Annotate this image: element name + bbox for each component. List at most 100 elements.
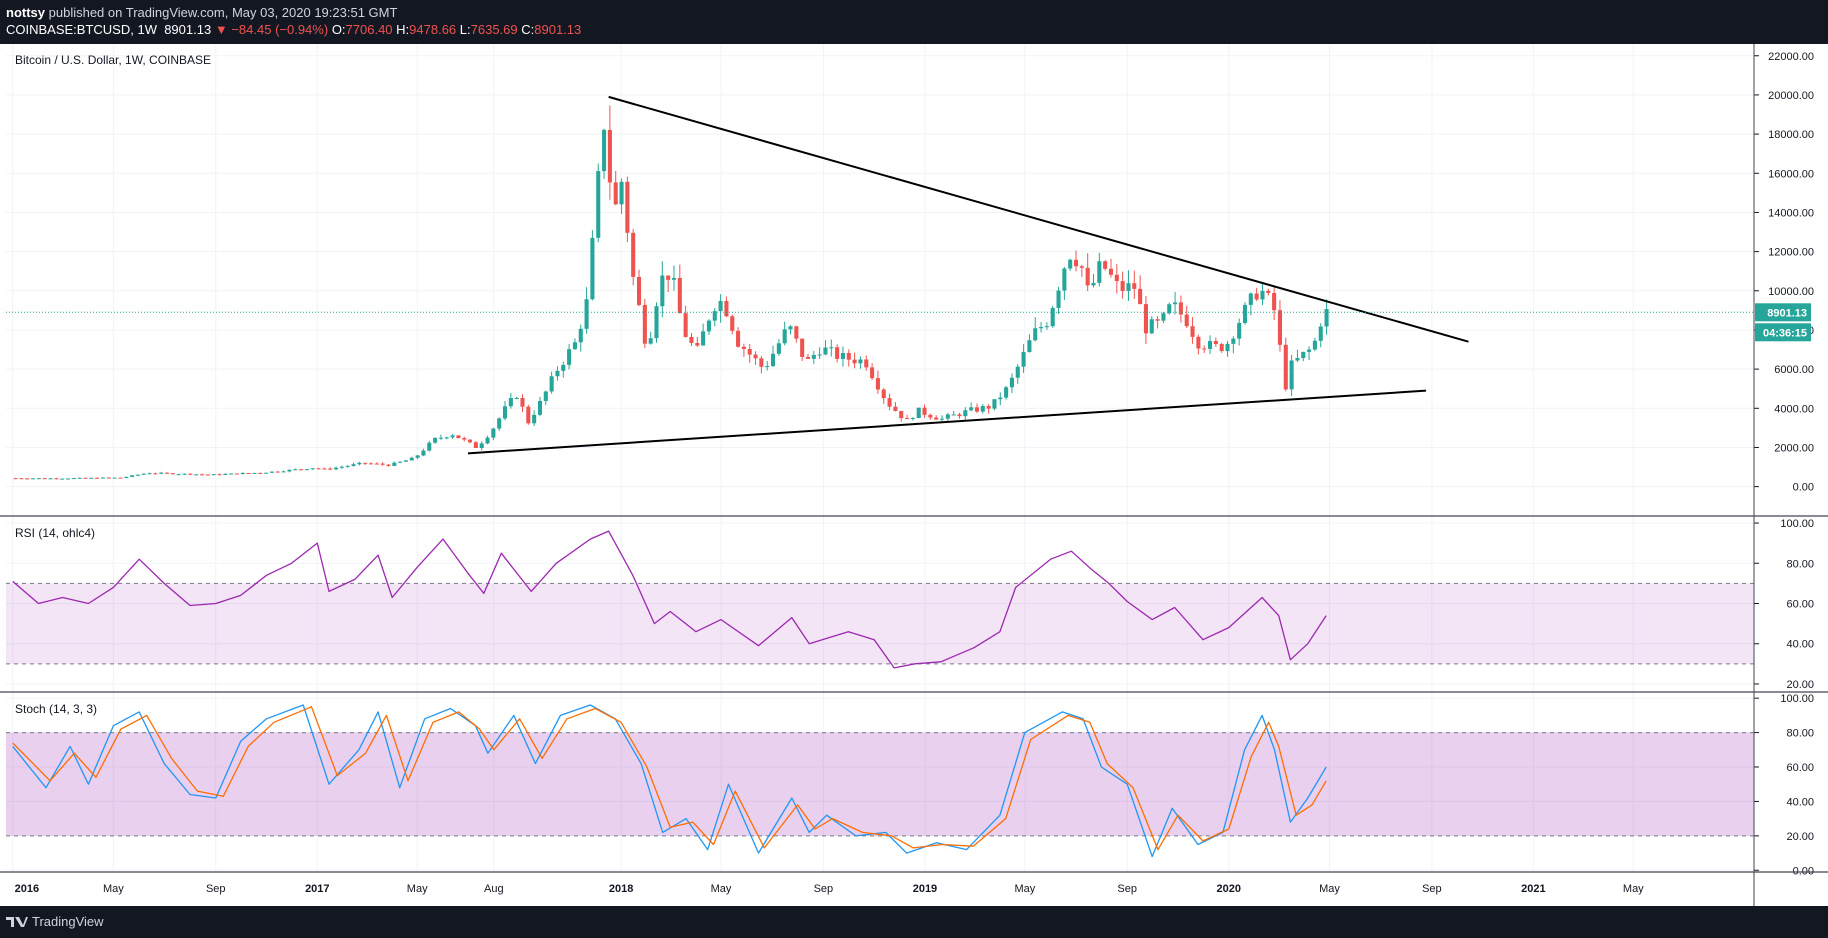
candle[interactable] xyxy=(759,358,764,367)
candle[interactable] xyxy=(543,391,548,401)
candle[interactable] xyxy=(1184,314,1189,327)
candle[interactable] xyxy=(817,354,822,356)
candle[interactable] xyxy=(1120,281,1125,291)
candle[interactable] xyxy=(712,311,717,321)
candle[interactable] xyxy=(188,473,193,475)
candle[interactable] xyxy=(421,450,426,456)
candle[interactable] xyxy=(998,397,1003,400)
candle[interactable] xyxy=(1324,309,1329,327)
candle[interactable] xyxy=(1068,259,1073,269)
candle[interactable] xyxy=(706,320,711,332)
candle[interactable] xyxy=(1015,366,1020,378)
candle[interactable] xyxy=(969,407,974,411)
candle[interactable] xyxy=(660,275,665,307)
candle[interactable] xyxy=(473,442,478,448)
candle[interactable] xyxy=(805,356,811,359)
candle[interactable] xyxy=(182,473,187,475)
candle[interactable] xyxy=(31,478,36,480)
candle[interactable] xyxy=(788,326,793,330)
candle[interactable] xyxy=(980,405,985,412)
candle[interactable] xyxy=(625,181,630,233)
candle[interactable] xyxy=(1056,290,1061,308)
candle[interactable] xyxy=(1318,326,1323,341)
candle[interactable] xyxy=(578,328,583,343)
candle[interactable] xyxy=(537,400,543,415)
candle[interactable] xyxy=(1173,302,1178,305)
candle[interactable] xyxy=(1196,336,1201,349)
candle[interactable] xyxy=(13,478,18,480)
candle[interactable] xyxy=(95,477,100,479)
stoch-series-line[interactable] xyxy=(12,706,1327,851)
candle[interactable] xyxy=(42,478,47,480)
candle[interactable] xyxy=(1033,328,1038,341)
candle[interactable] xyxy=(1254,293,1259,300)
candle[interactable] xyxy=(928,414,933,418)
tradingview-logo[interactable]: TradingView xyxy=(6,914,104,929)
candle[interactable] xyxy=(741,346,746,349)
candle[interactable] xyxy=(211,474,216,476)
candle[interactable] xyxy=(269,471,274,473)
candle[interactable] xyxy=(433,437,438,443)
candle[interactable] xyxy=(945,414,950,419)
candle[interactable] xyxy=(479,443,484,448)
candle[interactable] xyxy=(54,478,59,480)
candle[interactable] xyxy=(299,469,304,471)
candle[interactable] xyxy=(986,405,991,409)
candle[interactable] xyxy=(683,313,688,337)
candle[interactable] xyxy=(392,462,397,466)
candle[interactable] xyxy=(234,473,240,475)
candle[interactable] xyxy=(124,476,129,478)
candle[interactable] xyxy=(1097,261,1102,283)
candle[interactable] xyxy=(130,475,135,477)
candle[interactable] xyxy=(730,316,735,331)
candle[interactable] xyxy=(951,414,956,416)
candle[interactable] xyxy=(468,439,473,443)
candle[interactable] xyxy=(1132,283,1137,289)
rsi-series-line[interactable] xyxy=(12,530,1327,669)
candle[interactable] xyxy=(287,469,292,472)
candle[interactable] xyxy=(328,468,333,470)
candle[interactable] xyxy=(1248,293,1253,305)
candle[interactable] xyxy=(1312,340,1317,350)
candle[interactable] xyxy=(1114,274,1119,282)
candle[interactable] xyxy=(199,474,205,476)
trendline-upper[interactable] xyxy=(608,95,1469,343)
candle[interactable] xyxy=(1301,351,1306,359)
candle[interactable] xyxy=(264,472,269,474)
candle[interactable] xyxy=(1126,283,1131,291)
candle[interactable] xyxy=(48,478,53,480)
candle[interactable] xyxy=(631,232,636,277)
candle[interactable] xyxy=(666,275,671,280)
candle[interactable] xyxy=(1231,338,1236,344)
candle[interactable] xyxy=(829,347,834,349)
candle[interactable] xyxy=(194,474,199,476)
candle[interactable] xyxy=(258,472,263,474)
stoch-series-line[interactable] xyxy=(12,704,1327,858)
candle[interactable] xyxy=(561,364,566,371)
candle[interactable] xyxy=(1260,290,1265,300)
candle[interactable] xyxy=(1289,360,1294,390)
candle[interactable] xyxy=(345,465,350,467)
candle[interactable] xyxy=(747,348,752,355)
candle[interactable] xyxy=(415,455,420,458)
candle[interactable] xyxy=(1207,341,1213,349)
trendline-lower[interactable] xyxy=(467,389,1427,455)
candle[interactable] xyxy=(823,347,828,355)
candle[interactable] xyxy=(881,389,886,399)
candle[interactable] xyxy=(1009,377,1014,388)
candle[interactable] xyxy=(147,473,152,475)
candle[interactable] xyxy=(275,471,280,473)
candle[interactable] xyxy=(1021,352,1026,367)
candle[interactable] xyxy=(835,347,840,359)
candle[interactable] xyxy=(141,473,146,475)
candle[interactable] xyxy=(398,461,403,463)
candle[interactable] xyxy=(36,478,41,480)
candle[interactable] xyxy=(1242,304,1248,324)
candle[interactable] xyxy=(304,469,309,471)
candle[interactable] xyxy=(875,378,880,390)
candle[interactable] xyxy=(1004,387,1009,398)
candle[interactable] xyxy=(170,473,175,475)
candle[interactable] xyxy=(427,442,432,451)
candle[interactable] xyxy=(520,398,525,407)
candle[interactable] xyxy=(596,171,601,238)
